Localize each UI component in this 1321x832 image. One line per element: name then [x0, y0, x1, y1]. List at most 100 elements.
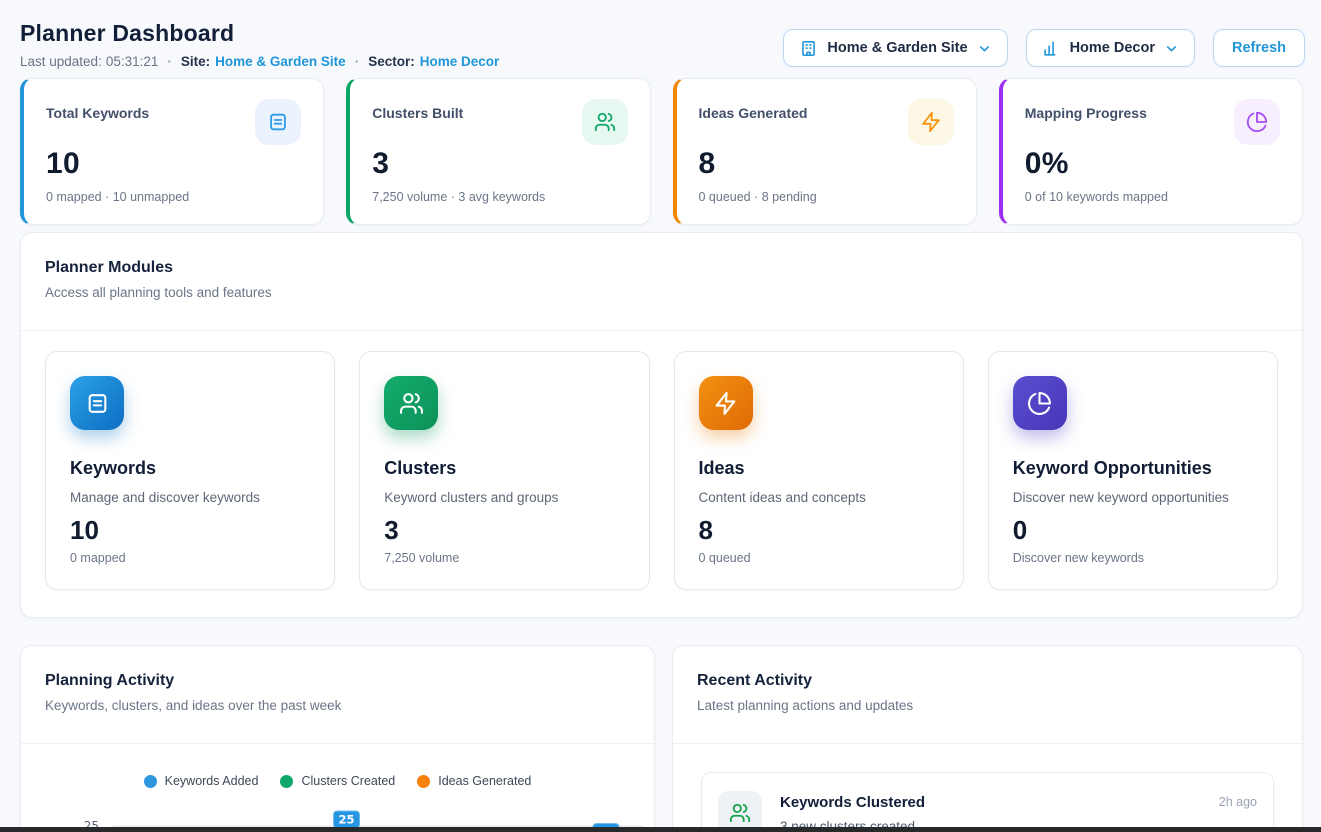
section-subtitle: Latest planning actions and updates [697, 698, 1278, 713]
stat-subtext: 0 of 10 keywords mapped [1025, 190, 1280, 204]
module-value: 8 [699, 515, 939, 546]
stat-label: Clusters Built [372, 99, 463, 121]
sector-selector-dropdown[interactable]: Home Decor [1026, 29, 1195, 67]
pie-chart-icon [1013, 376, 1067, 430]
activity-item-body: Keywords Clustered 3 new clusters create… [780, 789, 925, 832]
stat-card-clusters-built: Clusters Built 3 7,250 volume · 3 avg ke… [346, 78, 650, 225]
legend-dot-green [280, 775, 293, 788]
stat-value: 0% [1025, 147, 1280, 181]
section-title: Planning Activity [45, 672, 630, 690]
file-text-icon [255, 99, 301, 145]
stat-card-ideas-generated: Ideas Generated 8 0 queued · 8 pending [673, 78, 977, 225]
users-icon [384, 376, 438, 430]
module-title: Ideas [699, 458, 939, 479]
stat-label: Ideas Generated [699, 99, 808, 121]
planning-activity-chart: Keywords Added Clusters Created Ideas Ge… [21, 744, 654, 832]
legend-label: Ideas Generated [438, 774, 531, 788]
page-meta: Last updated: 05:31:21 · Site: Home & Ga… [20, 54, 499, 69]
stat-value: 10 [46, 147, 301, 181]
module-card-ideas[interactable]: Ideas Content ideas and concepts 8 0 que… [674, 351, 964, 590]
section-title: Recent Activity [697, 672, 1278, 690]
stat-card-mapping-progress: Mapping Progress 0% 0 of 10 keywords map… [999, 78, 1303, 225]
legend-item-keywords-added[interactable]: Keywords Added [144, 774, 259, 788]
stat-label: Mapping Progress [1025, 99, 1147, 121]
sector-link[interactable]: Home Decor [420, 54, 500, 69]
stat-subtext: 0 mapped · 10 unmapped [46, 190, 301, 204]
section-title: Planner Modules [45, 259, 1278, 277]
planning-activity-panel: Planning Activity Keywords, clusters, an… [20, 645, 655, 832]
pie-chart-icon [1234, 99, 1280, 145]
legend-dot-blue [144, 775, 157, 788]
module-subtext: 7,250 volume [384, 551, 624, 565]
module-value: 3 [384, 515, 624, 546]
page-header: Planner Dashboard Last updated: 05:31:21… [20, 20, 499, 69]
legend-item-clusters-created[interactable]: Clusters Created [280, 774, 395, 788]
module-subtext: Discover new keywords [1013, 551, 1253, 565]
section-subtitle: Access all planning tools and features [45, 285, 1278, 300]
file-text-icon [70, 376, 124, 430]
module-description: Content ideas and concepts [699, 490, 939, 505]
stat-card-total-keywords: Total Keywords 10 0 mapped · 10 unmapped [20, 78, 324, 225]
last-updated-value: 05:31:21 [106, 54, 159, 69]
refresh-button[interactable]: Refresh [1213, 29, 1305, 67]
sector-label: Sector: [368, 54, 415, 69]
activity-list-item: Keywords Clustered 3 new clusters create… [701, 772, 1274, 832]
module-title: Clusters [384, 458, 624, 479]
screen-bottom-edge [0, 827, 1321, 832]
stats-row: Total Keywords 10 0 mapped · 10 unmapped… [20, 78, 1303, 211]
zap-icon [699, 376, 753, 430]
module-description: Discover new keyword opportunities [1013, 490, 1253, 505]
planning-activity-header: Planning Activity Keywords, clusters, an… [21, 646, 654, 744]
svg-text:25: 25 [338, 813, 354, 827]
stat-value: 3 [372, 147, 627, 181]
module-description: Manage and discover keywords [70, 490, 310, 505]
planner-dashboard-screen: Planner Dashboard Last updated: 05:31:21… [0, 0, 1321, 832]
bar-chart-icon [1042, 39, 1061, 58]
planner-modules-panel: Planner Modules Access all planning tool… [20, 232, 1303, 618]
legend-dot-orange [417, 775, 430, 788]
module-title: Keywords [70, 458, 310, 479]
module-card-clusters[interactable]: Clusters Keyword clusters and groups 3 7… [359, 351, 649, 590]
stat-subtext: 7,250 volume · 3 avg keywords [372, 190, 627, 204]
legend-label: Clusters Created [301, 774, 395, 788]
module-card-keyword-opportunities[interactable]: Keyword Opportunities Discover new keywo… [988, 351, 1278, 590]
legend-label: Keywords Added [165, 774, 259, 788]
activity-item-timestamp: 2h ago [1219, 789, 1257, 832]
modules-grid: Keywords Manage and discover keywords 10… [21, 331, 1302, 610]
section-subtitle: Keywords, clusters, and ideas over the p… [45, 698, 630, 713]
stat-value: 8 [699, 147, 954, 181]
chevron-down-icon [977, 41, 992, 56]
zap-icon [908, 99, 954, 145]
recent-activity-header: Recent Activity Latest planning actions … [673, 646, 1302, 744]
site-link[interactable]: Home & Garden Site [215, 54, 346, 69]
module-card-keywords[interactable]: Keywords Manage and discover keywords 10… [45, 351, 335, 590]
users-icon [582, 99, 628, 145]
site-selector-dropdown[interactable]: Home & Garden Site [783, 29, 1007, 67]
last-updated-label: Last updated: [20, 54, 102, 69]
sector-selector-label: Home Decor [1070, 40, 1155, 56]
users-icon [718, 791, 762, 832]
meta-separator: · [167, 54, 172, 69]
header-controls: Home & Garden Site Home Decor Refresh [783, 29, 1305, 67]
building-icon [799, 39, 818, 58]
recent-activity-panel: Recent Activity Latest planning actions … [672, 645, 1303, 832]
module-title: Keyword Opportunities [1013, 458, 1253, 479]
activity-item-title: Keywords Clustered [780, 794, 925, 811]
planner-modules-header: Planner Modules Access all planning tool… [21, 233, 1302, 331]
module-value: 10 [70, 515, 310, 546]
chart-legend: Keywords Added Clusters Created Ideas Ge… [21, 774, 654, 788]
site-label: Site: [181, 54, 210, 69]
module-subtext: 0 queued [699, 551, 939, 565]
stat-label: Total Keywords [46, 99, 149, 121]
site-selector-label: Home & Garden Site [827, 40, 967, 56]
page-title: Planner Dashboard [20, 20, 499, 47]
refresh-button-label: Refresh [1232, 40, 1286, 56]
module-description: Keyword clusters and groups [384, 490, 624, 505]
data-point-badge-25: 25 [334, 811, 360, 828]
stat-subtext: 0 queued · 8 pending [699, 190, 954, 204]
module-subtext: 0 mapped [70, 551, 310, 565]
chevron-down-icon [1164, 41, 1179, 56]
legend-item-ideas-generated[interactable]: Ideas Generated [417, 774, 531, 788]
module-value: 0 [1013, 515, 1253, 546]
meta-separator: · [355, 54, 360, 69]
